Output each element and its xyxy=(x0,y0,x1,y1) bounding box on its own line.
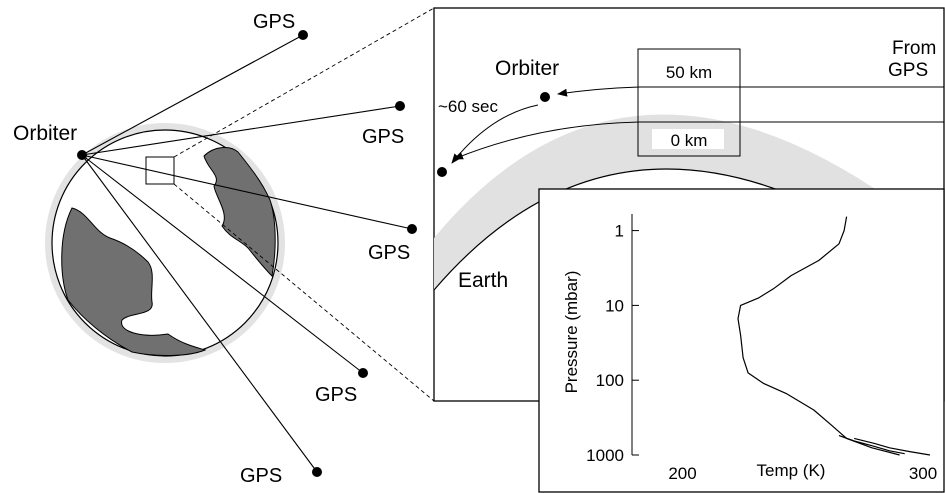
signal-path-upper-bent xyxy=(557,86,641,97)
gps-label: GPS xyxy=(315,384,357,406)
atmosphere-band xyxy=(434,114,944,290)
gps-satellite-dot xyxy=(395,101,405,111)
gps-label: GPS xyxy=(368,242,410,264)
y-tick-label: 100 xyxy=(596,371,624,390)
temperature-profile-series-3 xyxy=(838,435,905,455)
orbit-motion-arrow xyxy=(451,104,539,164)
from-gps-label-line2: GPS xyxy=(888,60,928,81)
orbiter-zoom-label: Orbiter xyxy=(495,57,559,80)
x-tick-label: 300 xyxy=(909,464,937,483)
gps-satellite-dot xyxy=(407,224,417,234)
zoom-region-marker xyxy=(145,156,175,185)
time-label: ~60 sec xyxy=(438,97,499,116)
gps-label: GPS xyxy=(362,126,404,148)
from-gps-label-line1: From xyxy=(892,38,936,59)
y-tick-label: 10 xyxy=(605,296,624,315)
y-tick-label: 1000 xyxy=(586,446,624,465)
height-range-box xyxy=(637,48,741,157)
y-axis-label: Pressure (mbar) xyxy=(562,271,581,394)
landmass-left xyxy=(61,207,207,357)
gps-satellite-dot xyxy=(312,467,322,477)
profile-chart: 1 10 100 1000 200 300 Pressure (mbar) Temp (… xyxy=(562,214,937,483)
orbiter-label: Orbiter xyxy=(13,122,77,145)
temperature-profile-series-2 xyxy=(854,437,931,456)
orbiter-position-dot xyxy=(540,92,550,102)
y-tick-label: 1 xyxy=(615,222,624,241)
temperature-profile-series-1 xyxy=(737,216,900,456)
gps-label: GPS xyxy=(240,465,282,487)
height-0km-label: 0 km xyxy=(671,131,708,150)
gps-satellite-dot xyxy=(298,30,308,40)
gps-satellite-dot xyxy=(358,368,368,378)
x-axis-label: Temp (K) xyxy=(757,461,826,480)
gps-signal-rays xyxy=(81,34,413,473)
height-50km-label: 50 km xyxy=(666,63,712,82)
x-tick-label: 200 xyxy=(668,464,696,483)
landmass-right xyxy=(203,147,276,278)
orbiter-position-dot xyxy=(437,167,447,177)
gps-label: GPS xyxy=(253,11,295,33)
earth-label: Earth xyxy=(458,269,508,292)
signal-path-lower-bent xyxy=(453,121,641,160)
orbiter-satellite-dot xyxy=(77,150,87,160)
zoom-connector-lines xyxy=(173,7,945,402)
